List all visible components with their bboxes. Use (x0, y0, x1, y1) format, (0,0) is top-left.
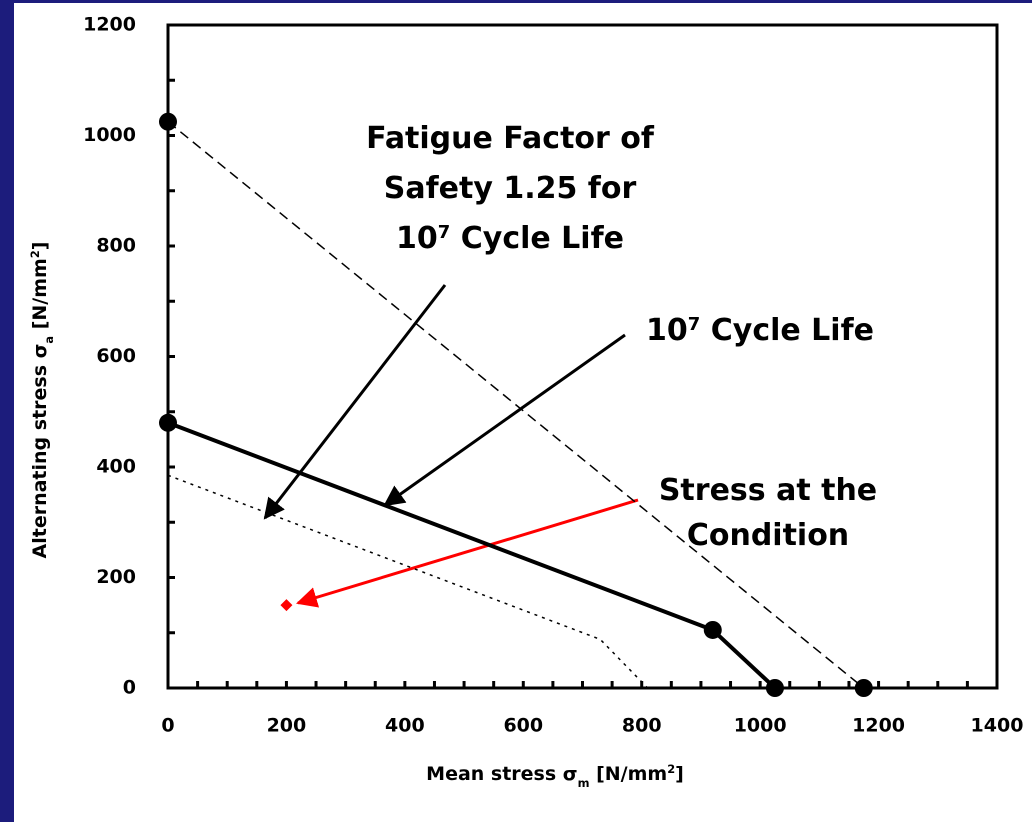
text-part: 10 (396, 221, 438, 256)
annotation: 107 Cycle Life (646, 313, 874, 348)
x-tick-label: 600 (503, 715, 543, 737)
y-tick-label: 0 (123, 677, 136, 699)
text-part: ] (29, 242, 51, 251)
text-part: [N/mm (29, 258, 51, 336)
series-line (167, 474, 649, 689)
arrow (383, 333, 626, 507)
text-part: Stress at the (659, 473, 877, 508)
text-part: 10 (646, 313, 688, 348)
marker (854, 679, 873, 697)
y-tick-label: 600 (96, 345, 136, 367)
annotation: Condition (687, 518, 849, 553)
text-part: 2 (28, 250, 42, 258)
text-part: ] (675, 763, 684, 785)
text-part: 2 (667, 762, 675, 776)
y-tick-label: 200 (96, 566, 136, 588)
x-tick-label: 800 (622, 715, 662, 737)
text-part: Condition (687, 518, 849, 553)
marker (159, 112, 177, 131)
arrow (295, 498, 639, 608)
text-part: Fatigue Factor of (366, 121, 655, 156)
point (280, 599, 293, 612)
y-tick-label: 1000 (83, 124, 136, 146)
y-tick-label: 800 (96, 235, 136, 257)
x-tick-label: 1200 (852, 715, 905, 737)
annotation: Fatigue Factor of (366, 121, 655, 156)
marker (765, 679, 784, 697)
marker (703, 620, 722, 639)
text-part: a (42, 336, 56, 344)
x-tick-label: 400 (385, 715, 425, 737)
text-part: Cycle Life (700, 313, 874, 348)
annotation: Stress at the (659, 473, 877, 508)
y-tick-label: 400 (96, 456, 136, 478)
text-part: 7 (688, 314, 701, 335)
text-part: 7 (438, 222, 451, 243)
x-tick-label: 0 (161, 715, 174, 737)
annotation: 107 Cycle Life (396, 221, 624, 256)
text-part: Alternating stress σ (29, 344, 51, 559)
y-axis-label: Alternating stress σa [N/mm2] (28, 242, 56, 559)
series-line (167, 121, 865, 689)
x-axis-label: Mean stress σm [N/mm2] (426, 762, 684, 790)
y-tick-label: 1200 (83, 14, 136, 36)
text-part: [N/mm (589, 763, 667, 785)
arrow (263, 284, 447, 520)
text-part: Mean stress σ (426, 763, 577, 785)
marker (159, 413, 177, 432)
text-part: m (578, 776, 590, 790)
text-part: Cycle Life (450, 221, 624, 256)
text-part: Safety 1.25 for (384, 171, 637, 206)
annotation: Safety 1.25 for (384, 171, 637, 206)
x-tick-label: 1000 (734, 715, 787, 737)
x-tick-label: 1400 (971, 715, 1024, 737)
x-tick-label: 200 (267, 715, 307, 737)
